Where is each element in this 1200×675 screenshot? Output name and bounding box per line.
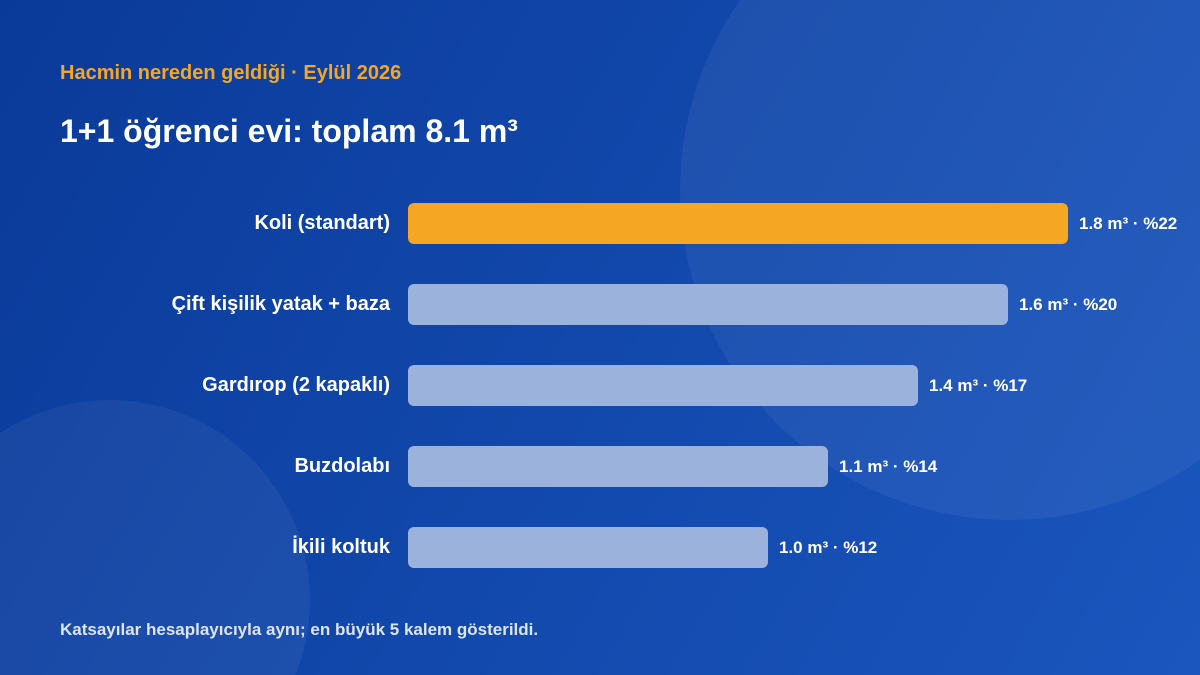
- bar-buzdolabi: [408, 446, 828, 487]
- bar-row-buzdolabi: Buzdolabı 1.1 m³ · %14: [0, 446, 1200, 487]
- category-label-buzdolabi: Buzdolabı: [0, 455, 390, 478]
- bar-row-koltuk: İkili koltuk 1.0 m³ · %12: [0, 527, 1200, 568]
- value-label-yatak: 1.6 m³ · %20: [1019, 295, 1117, 315]
- chart-subtitle: Hacmin nereden geldiği · Eylül 2026: [60, 60, 401, 86]
- category-label-koltuk: İkili koltuk: [0, 536, 390, 559]
- chart-title: 1+1 öğrenci evi: toplam 8.1 m³: [60, 111, 518, 151]
- bar-chart: Koli (standart) 1.8 m³ · %22 Çift kişili…: [0, 203, 1200, 568]
- value-label-koli: 1.8 m³ · %22: [1079, 214, 1177, 234]
- bar-row-yatak: Çift kişilik yatak + baza 1.6 m³ · %20: [0, 284, 1200, 325]
- value-label-koltuk: 1.0 m³ · %12: [779, 538, 877, 558]
- bar-gardirop: [408, 365, 918, 406]
- bar-yatak: [408, 284, 1008, 325]
- value-label-buzdolabi: 1.1 m³ · %14: [839, 457, 937, 477]
- category-label-yatak: Çift kişilik yatak + baza: [0, 293, 390, 316]
- bar-koltuk: [408, 527, 768, 568]
- category-label-gardirop: Gardırop (2 kapaklı): [0, 374, 390, 397]
- value-label-gardirop: 1.4 m³ · %17: [929, 376, 1027, 396]
- bar-row-koli: Koli (standart) 1.8 m³ · %22: [0, 203, 1200, 244]
- bar-row-gardirop: Gardırop (2 kapaklı) 1.4 m³ · %17: [0, 365, 1200, 406]
- footnote: Katsayılar hesaplayıcıyla aynı; en büyük…: [60, 619, 538, 641]
- category-label-koli: Koli (standart): [0, 212, 390, 235]
- bar-koli: [408, 203, 1068, 244]
